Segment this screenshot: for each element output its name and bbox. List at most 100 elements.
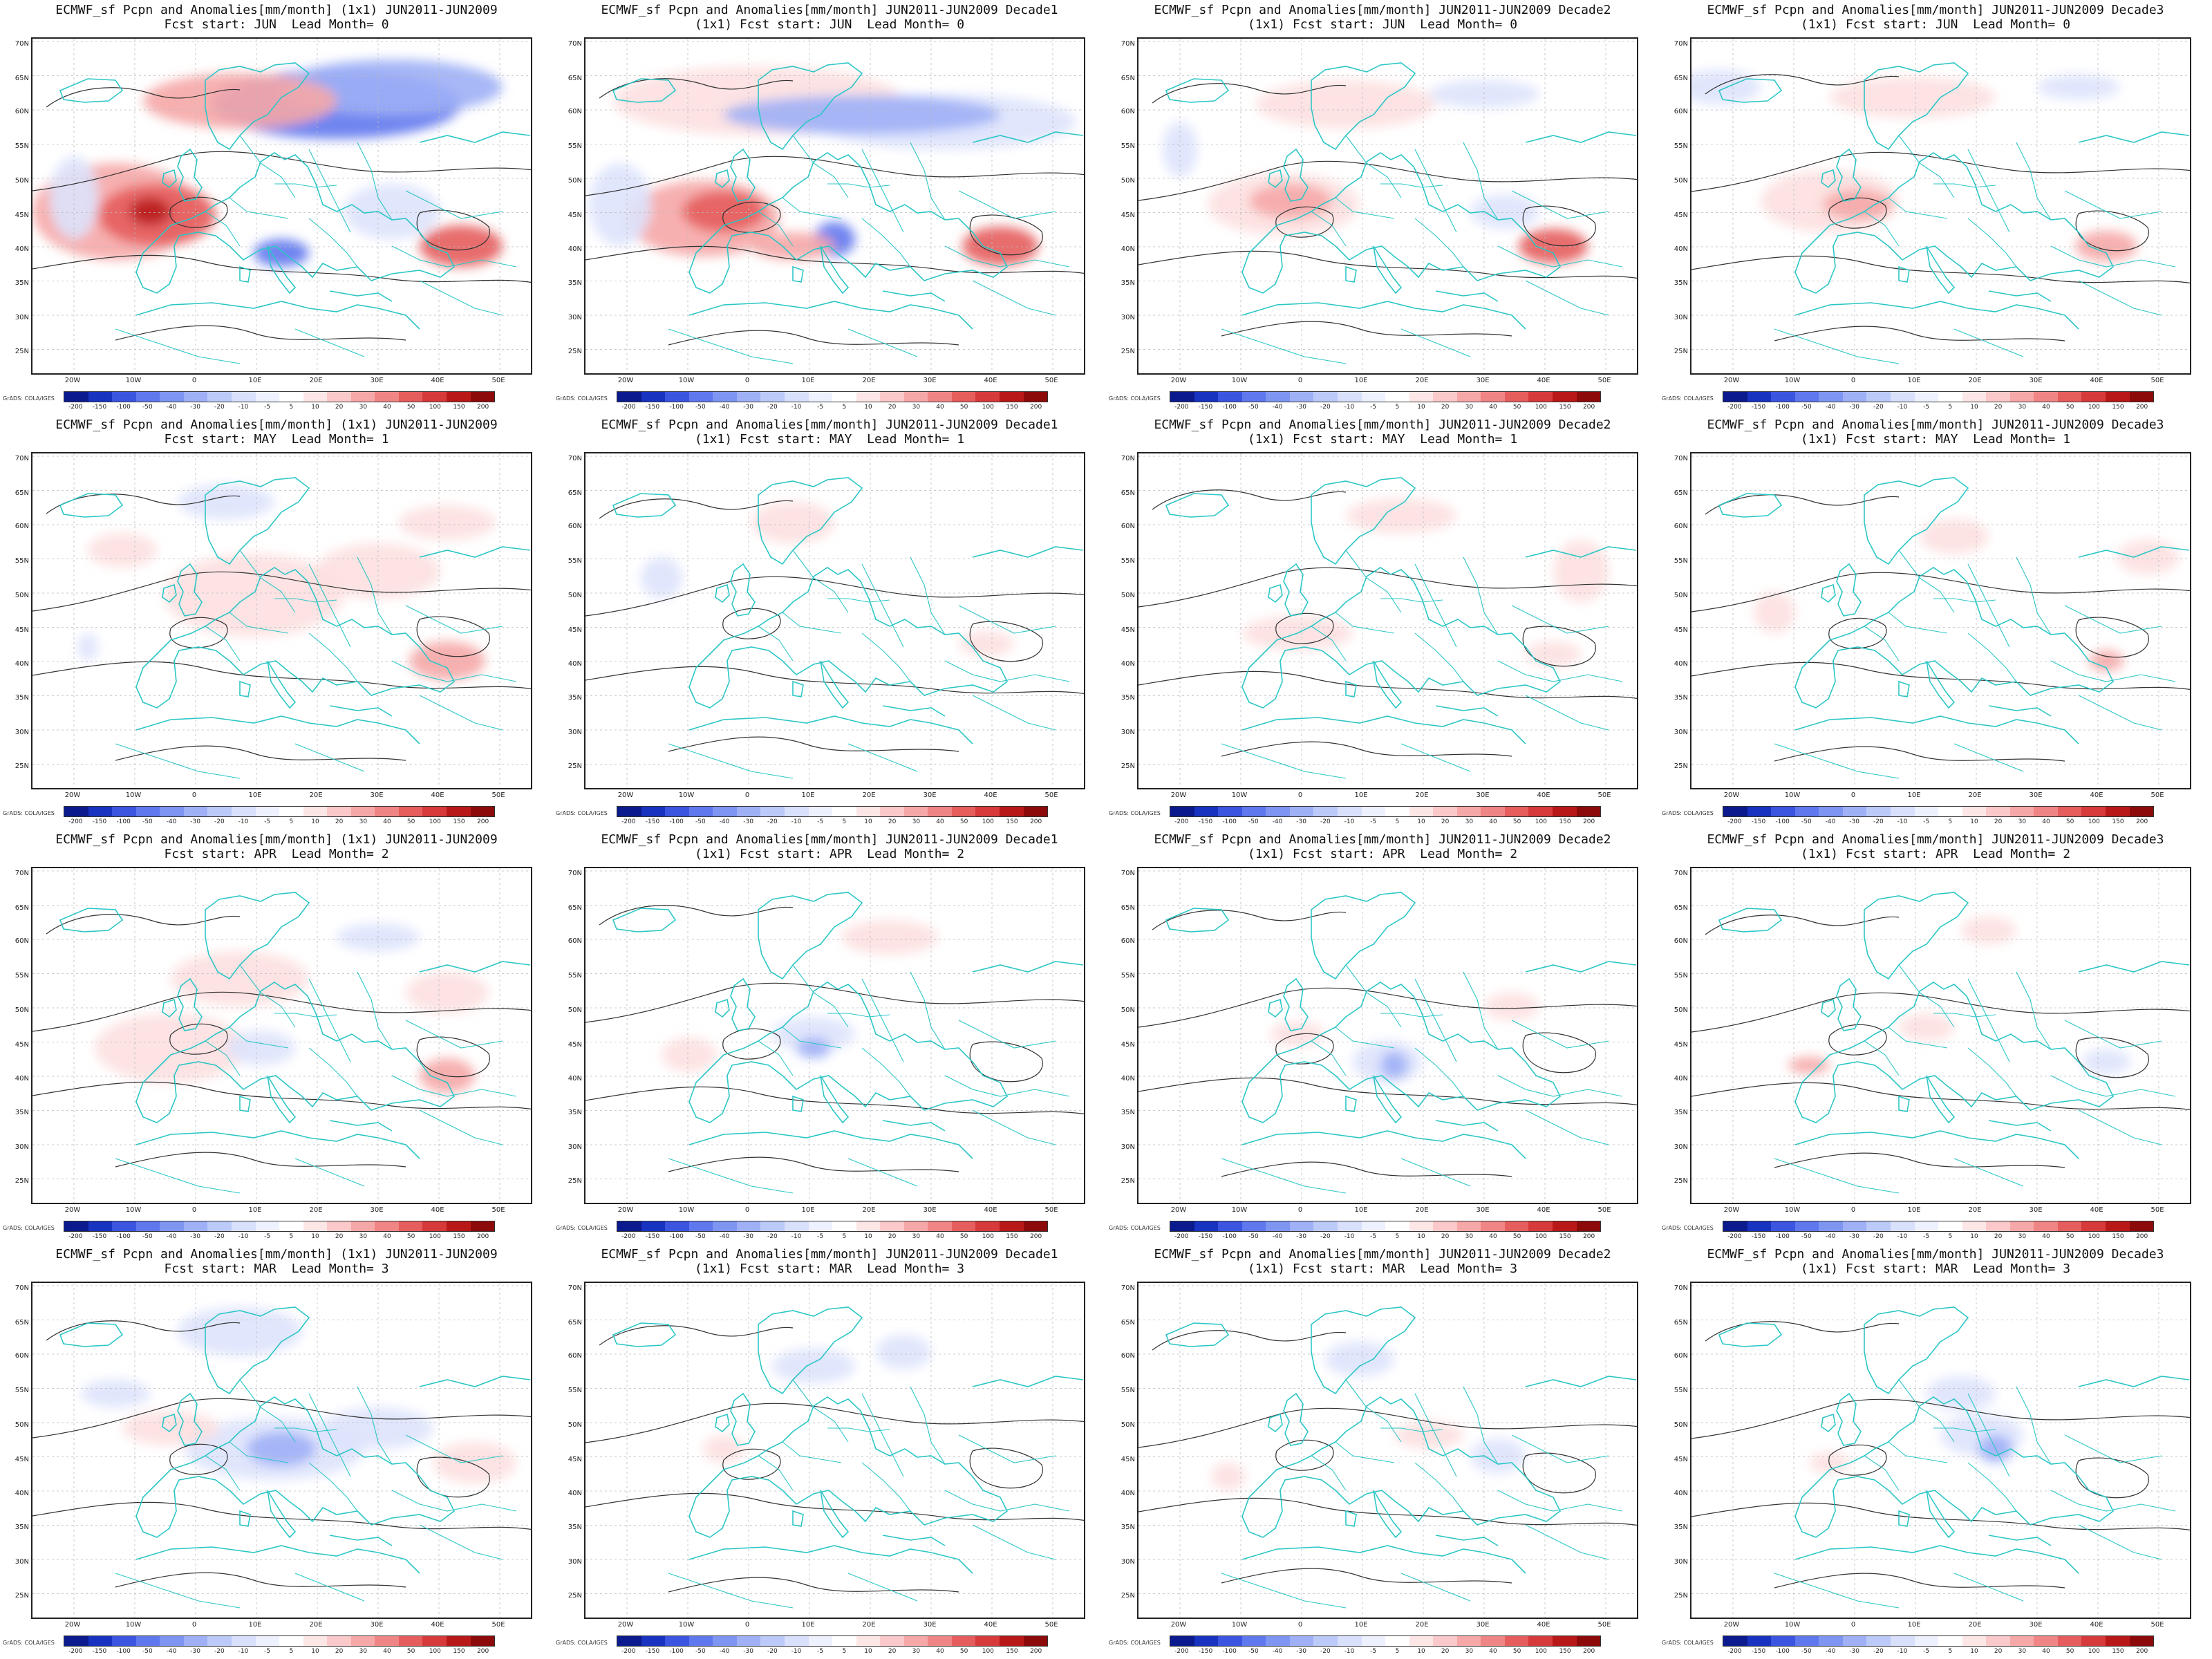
- colorbar-labels: -200 -150 -100 -50 -40 -30 -20 -10 -5 5 10 20 30 40 50…: [1170, 1233, 1601, 1243]
- colorbar-swatch: [1000, 1636, 1024, 1646]
- lat-tick-label: 25N: [15, 1177, 29, 1185]
- colorbar-swatch: [1194, 807, 1219, 816]
- colorbar-tick-label: -20: [214, 1233, 225, 1240]
- country-border: [239, 135, 296, 198]
- lon-tick-label: 30E: [2029, 1621, 2043, 1629]
- graticule: [1691, 1283, 2190, 1618]
- colorbar-swatch: [1747, 1636, 1772, 1646]
- country-border: [1511, 190, 1609, 219]
- colorbar-tick-label: 150: [453, 1233, 465, 1240]
- colorbar-tick-label: -100: [1222, 404, 1237, 411]
- anomaly-region: [641, 557, 682, 599]
- lon-tick-label: 20W: [617, 791, 634, 799]
- colorbar-swatch: [617, 807, 641, 816]
- colorbar-tick-label: -200: [1174, 404, 1189, 411]
- country-border: [1967, 978, 2010, 1062]
- colorbar-swatch: [1023, 1636, 1048, 1646]
- lat-tick-label: 25N: [568, 1177, 582, 1185]
- panel-title-line1: ECMWF_sf Pcpn and Anomalies[mm/month] JU…: [1154, 1247, 1611, 1262]
- colorbar: [617, 1221, 1048, 1232]
- lon-tick-label: 10E: [801, 1621, 815, 1629]
- country-border: [1345, 964, 1402, 1028]
- country-border: [115, 328, 241, 364]
- coastline: [730, 977, 756, 1031]
- colorbar-swatch: [1023, 392, 1048, 402]
- colorbar-tick-label: 5: [289, 1233, 294, 1240]
- lon-tick-label: 20E: [1968, 1621, 1982, 1629]
- colorbar-swatch: [1819, 807, 1843, 816]
- colorbar-tick-label: -30: [1849, 1233, 1860, 1240]
- coastline: [419, 131, 531, 143]
- coastline: [1241, 1130, 1526, 1159]
- anomaly-region: [682, 191, 765, 232]
- country-border: [229, 612, 289, 634]
- map-panel: ECMWF_sf Pcpn and Anomalies[mm/month] JU…: [553, 415, 1106, 830]
- coastline: [1373, 1075, 1403, 1124]
- colorbar-swatch: [183, 1221, 208, 1231]
- colorbar-tick-label: -20: [1873, 818, 1884, 825]
- lon-tick-label: 10W: [1231, 791, 1248, 799]
- anomaly-region: [1256, 80, 1436, 129]
- country-border: [1864, 626, 1900, 662]
- colorbar-tick-label: -200: [1174, 1233, 1189, 1240]
- country-border: [910, 1386, 946, 1465]
- lat-tick-label: 50N: [1674, 177, 1688, 185]
- coastline: [1525, 961, 1637, 973]
- contour-line: [1152, 910, 1347, 930]
- colorbar-tick-label: -40: [1272, 1648, 1283, 1655]
- lon-tick-label: 30E: [1476, 377, 1490, 384]
- anomaly-region: [772, 1349, 855, 1383]
- anomaly-region: [171, 951, 309, 1006]
- lat-tick-label: 45N: [1121, 1041, 1135, 1049]
- contour-line: [1774, 1573, 2065, 1588]
- colorbar-swatch: [784, 1221, 809, 1231]
- lat-tick-label: 40N: [1674, 660, 1688, 668]
- anomaly-region: [409, 641, 485, 680]
- colorbar-swatch: [1890, 807, 1915, 816]
- country-border: [1933, 1427, 1996, 1432]
- coastline: [419, 961, 531, 973]
- colorbar-tick-label: 200: [477, 818, 489, 825]
- colorbar-swatch: [1553, 807, 1577, 816]
- coastline: [1718, 78, 1783, 103]
- colorbar-swatch: [1170, 1636, 1194, 1646]
- lat-tick-label: 65N: [15, 1319, 29, 1327]
- lon-tick-label: 20E: [309, 377, 323, 384]
- coastline: [267, 245, 297, 294]
- colorbar-tick-label: -5: [817, 404, 824, 411]
- lat-tick-label: 40N: [568, 660, 582, 668]
- colorbar-swatch: [1819, 1636, 1843, 1646]
- anomaly-region: [1830, 77, 1996, 118]
- anomaly-region: [1526, 641, 1581, 666]
- colorbar-tick-label: 100: [982, 1648, 994, 1655]
- colorbar-tick-label: -50: [695, 404, 706, 411]
- colorbar-tick-label: -100: [116, 404, 131, 411]
- colorbar-tick-label: 20: [1441, 1648, 1450, 1655]
- colorbar-swatch: [1218, 1636, 1242, 1646]
- colorbar-tick-label: -50: [142, 1648, 153, 1655]
- colorbar-swatch: [1723, 392, 1747, 402]
- lon-tick-label: 50E: [491, 1621, 505, 1629]
- colorbar-tick-label: -100: [1775, 1233, 1790, 1240]
- coastline: [1311, 892, 1416, 980]
- colorbar-tick-label: 10: [311, 1233, 319, 1240]
- colorbar-swatch: [808, 807, 833, 816]
- lat-tick-label: 70N: [15, 870, 29, 877]
- contour-line: [1221, 1161, 1512, 1177]
- map-area: [1137, 867, 1638, 1204]
- coastline: [1268, 169, 1283, 189]
- colorbar-swatch: [112, 392, 136, 402]
- colorbar-tick-label: -150: [645, 818, 660, 825]
- lat-tick-label: 55N: [15, 972, 29, 980]
- colorbar-swatch: [1313, 392, 1338, 402]
- colorbar-swatch: [350, 807, 375, 816]
- precip-contours: [585, 498, 1084, 752]
- lat-tick-label: 30N: [1674, 1558, 1688, 1566]
- map-area: [1137, 452, 1638, 789]
- lat-tick-label: 50N: [1121, 177, 1135, 185]
- panel-title-line2: (1x1) Fcst start: JUN Lead Month= 0: [1247, 17, 1518, 32]
- colorbar-tick-label: 100: [1535, 404, 1547, 411]
- colorbar-tick-label: -50: [1801, 1233, 1812, 1240]
- colorbar-tick-label: -150: [1198, 1648, 1213, 1655]
- contour-line: [2075, 1457, 2149, 1499]
